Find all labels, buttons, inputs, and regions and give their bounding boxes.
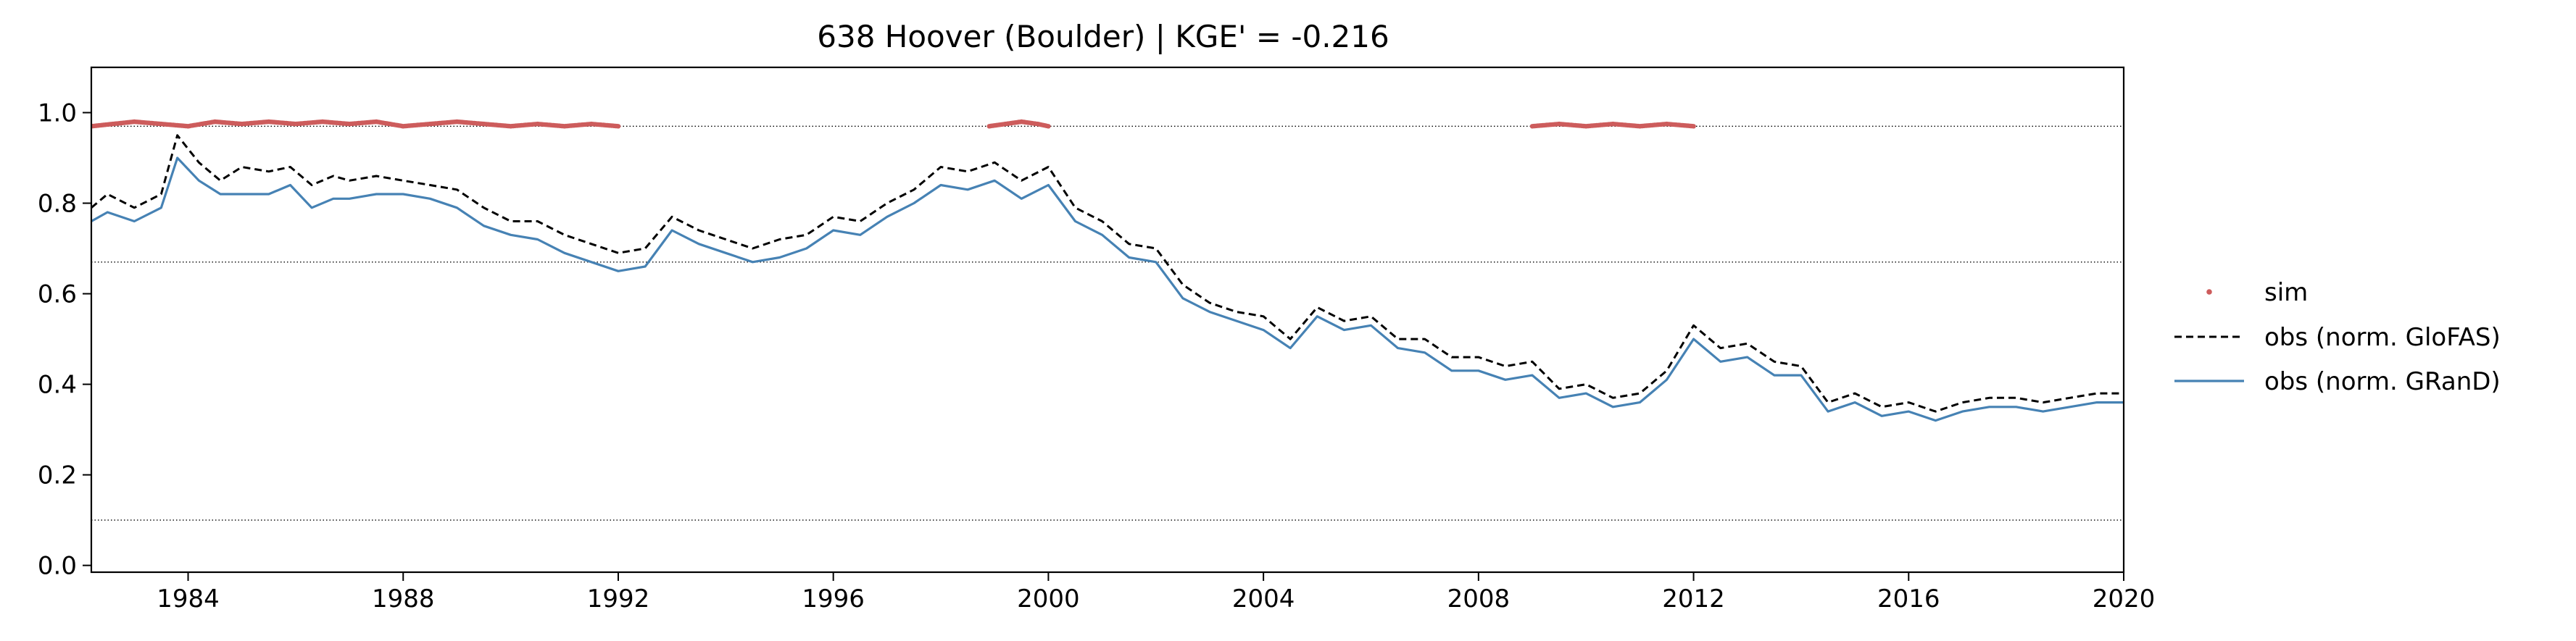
sim-point [1046,124,1051,129]
axes: 1984 1988 1992 1996 2000 2004 2008 2012 2016 2020… [38,66,2156,613]
y-tick-label: 0.4 [38,371,77,400]
y-tick-label: 1.0 [38,99,77,128]
sim-point [615,124,621,129]
chart-title: 638 Hoover (Boulder) | KGE' = -0.216 [817,19,1389,54]
y-tick-label: 0.2 [38,461,77,490]
series-line-grand [91,156,2124,422]
x-tick-label: 2000 [1017,585,1080,613]
y-tick-label: 0.8 [38,190,77,219]
legend-marker-sim [2206,289,2212,295]
sim-point [1691,124,1696,129]
x-tick-label: 2004 [1232,585,1295,613]
x-tick-label: 2020 [2093,585,2156,613]
x-tick-label: 1992 [587,585,650,613]
x-tick-label: 1984 [157,585,220,613]
y-tick-label: 0.6 [38,280,77,309]
legend-label: sim [2264,278,2308,307]
plot-area [91,119,2124,521]
x-tick-label: 1996 [802,585,865,613]
legend-label: obs (norm. GloFAS) [2264,323,2501,352]
plot-content [91,119,2124,521]
x-tick-label: 1988 [372,585,435,613]
series-line-glofas [91,134,2124,413]
axes-frame [90,66,2125,574]
x-tick-label: 2008 [1447,585,1511,613]
y-tick-label: 0.0 [38,552,77,581]
x-tick-label: 2012 [1662,585,1725,613]
x-tick-label: 2016 [1877,585,1940,613]
legend: sim obs (norm. GloFAS) obs (norm. GRanD) [2174,278,2501,396]
legend-label: obs (norm. GRanD) [2264,367,2501,396]
